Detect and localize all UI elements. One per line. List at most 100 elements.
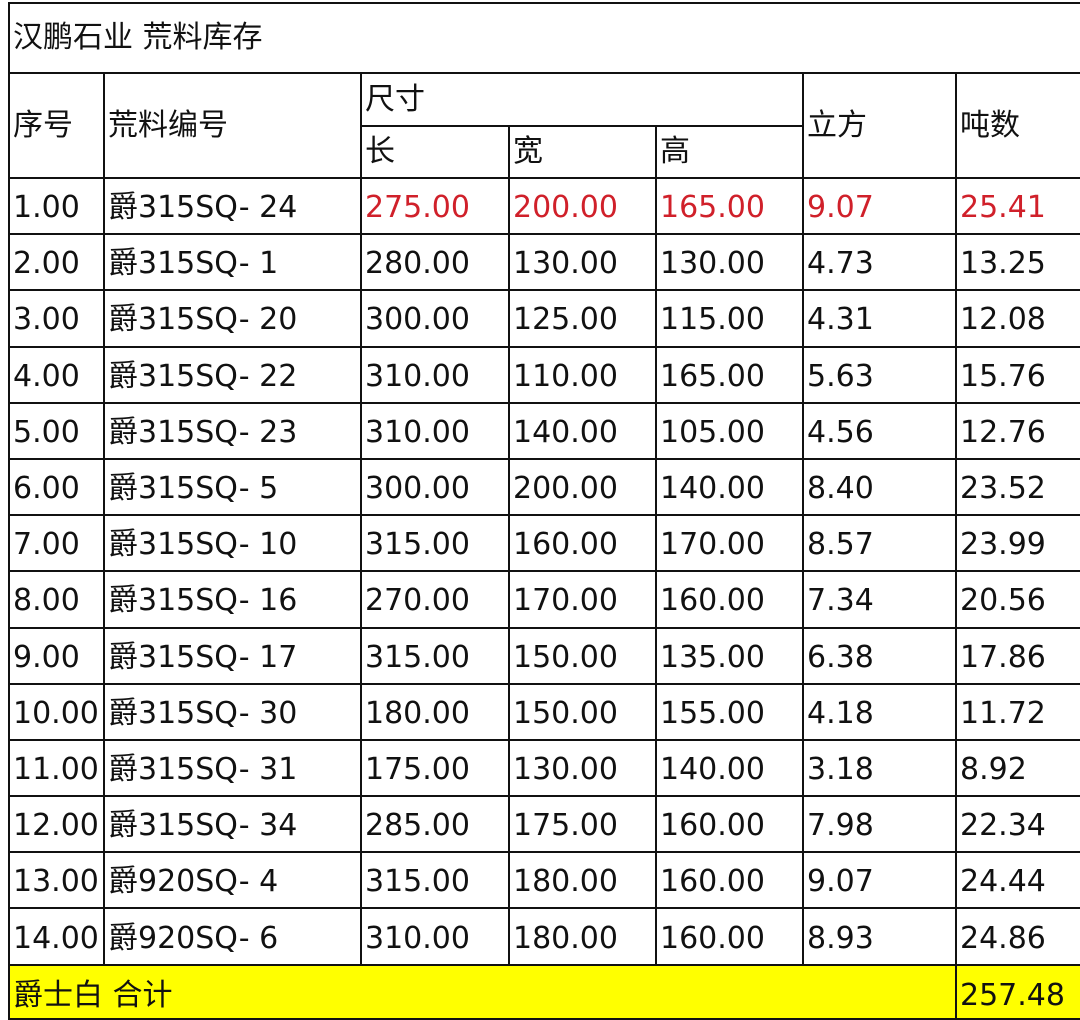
cell-height[interactable]: 140.00	[655, 738, 804, 798]
cell-volume[interactable]: 8.57	[802, 514, 957, 573]
cell-volume[interactable]: 4.56	[802, 401, 957, 460]
cell-width[interactable]: 150.00	[508, 682, 657, 741]
cell-index[interactable]: 1.00	[8, 176, 105, 236]
header-length[interactable]: 长	[360, 125, 510, 179]
cell-tons[interactable]: 23.52	[954, 457, 1080, 517]
cell-volume[interactable]: 4.73	[802, 233, 957, 292]
cell-height[interactable]: 140.00	[655, 457, 804, 517]
cell-index[interactable]: 2.00	[8, 233, 105, 292]
cell-block-id[interactable]: 爵315SQ- 5	[103, 457, 362, 517]
cell-index[interactable]: 6.00	[8, 457, 105, 517]
cell-index[interactable]: 12.00	[8, 795, 105, 854]
cell-height[interactable]: 115.00	[655, 289, 804, 348]
cell-length[interactable]: 175.00	[360, 738, 510, 798]
cell-tons[interactable]: 13.25	[954, 233, 1080, 292]
cell-tons[interactable]: 17.86	[954, 626, 1080, 685]
cell-tons[interactable]: 15.76	[954, 345, 1080, 404]
cell-tons[interactable]: 8.92	[954, 738, 1080, 798]
cell-height[interactable]: 160.00	[655, 851, 804, 910]
cell-height[interactable]: 160.00	[655, 795, 804, 854]
cell-height[interactable]: 165.00	[655, 176, 804, 236]
cell-block-id[interactable]: 爵315SQ- 17	[103, 626, 362, 685]
cell-tons[interactable]: 11.72	[954, 682, 1080, 741]
cell-tons[interactable]: 25.41	[954, 176, 1080, 236]
cell-width[interactable]: 200.00	[508, 457, 657, 517]
cell-block-id[interactable]: 爵315SQ- 20	[103, 289, 362, 348]
cell-volume[interactable]: 7.98	[802, 795, 957, 854]
cell-height[interactable]: 135.00	[655, 626, 804, 685]
cell-volume[interactable]: 7.34	[802, 570, 957, 629]
cell-index[interactable]: 14.00	[8, 907, 105, 966]
cell-width[interactable]: 130.00	[508, 233, 657, 292]
cell-width[interactable]: 175.00	[508, 795, 657, 854]
header-index[interactable]: 序号	[8, 72, 105, 179]
cell-length[interactable]: 315.00	[360, 514, 510, 573]
header-height[interactable]: 高	[655, 125, 804, 179]
cell-volume[interactable]: 8.93	[802, 907, 957, 966]
cell-width[interactable]: 150.00	[508, 626, 657, 685]
cell-tons[interactable]: 12.76	[954, 401, 1080, 460]
cell-volume[interactable]: 5.63	[802, 345, 957, 404]
cell-length[interactable]: 270.00	[360, 570, 510, 629]
cell-height[interactable]: 105.00	[655, 401, 804, 460]
cell-length[interactable]: 315.00	[360, 626, 510, 685]
cell-index[interactable]: 8.00	[8, 570, 105, 629]
cell-tons[interactable]: 12.08	[954, 289, 1080, 348]
cell-width[interactable]: 170.00	[508, 570, 657, 629]
cell-tons[interactable]: 22.34	[954, 795, 1080, 854]
cell-index[interactable]: 10.00	[8, 682, 105, 741]
cell-index[interactable]: 9.00	[8, 626, 105, 685]
sheet-title[interactable]: 汉鹏石业 荒料库存	[7, 2, 1080, 74]
cell-block-id[interactable]: 爵315SQ- 30	[103, 682, 362, 741]
cell-width[interactable]: 180.00	[508, 851, 657, 910]
cell-length[interactable]: 310.00	[360, 907, 510, 966]
cell-width[interactable]: 125.00	[508, 289, 657, 348]
cell-block-id[interactable]: 爵920SQ- 6	[103, 907, 362, 966]
cell-volume[interactable]: 9.07	[802, 176, 957, 236]
cell-volume[interactable]: 9.07	[802, 851, 957, 910]
cell-height[interactable]: 160.00	[655, 907, 804, 966]
cell-index[interactable]: 5.00	[8, 401, 105, 460]
total-label[interactable]: 爵士白 合计	[8, 963, 957, 1020]
cell-tons[interactable]: 24.44	[954, 851, 1080, 910]
cell-height[interactable]: 155.00	[655, 682, 804, 741]
cell-index[interactable]: 13.00	[8, 851, 105, 910]
header-size[interactable]: 尺寸	[360, 72, 804, 127]
cell-volume[interactable]: 8.40	[802, 457, 957, 517]
cell-volume[interactable]: 6.38	[802, 626, 957, 685]
cell-block-id[interactable]: 爵315SQ- 16	[103, 570, 362, 629]
cell-block-id[interactable]: 爵315SQ- 31	[103, 738, 362, 798]
cell-length[interactable]: 310.00	[360, 345, 510, 404]
cell-length[interactable]: 310.00	[360, 401, 510, 460]
cell-length[interactable]: 275.00	[360, 176, 510, 236]
cell-tons[interactable]: 24.86	[954, 907, 1080, 966]
cell-length[interactable]: 285.00	[360, 795, 510, 854]
cell-width[interactable]: 110.00	[508, 345, 657, 404]
cell-width[interactable]: 140.00	[508, 401, 657, 460]
cell-height[interactable]: 160.00	[655, 570, 804, 629]
cell-block-id[interactable]: 爵315SQ- 34	[103, 795, 362, 854]
cell-height[interactable]: 165.00	[655, 345, 804, 404]
header-tons[interactable]: 吨数	[954, 72, 1080, 179]
cell-volume[interactable]: 4.31	[802, 289, 957, 348]
cell-block-id[interactable]: 爵315SQ- 24	[103, 176, 362, 236]
cell-tons[interactable]: 23.99	[954, 514, 1080, 573]
cell-length[interactable]: 180.00	[360, 682, 510, 741]
header-volume[interactable]: 立方	[802, 72, 957, 179]
cell-block-id[interactable]: 爵315SQ- 10	[103, 514, 362, 573]
cell-tons[interactable]: 20.56	[954, 570, 1080, 629]
cell-height[interactable]: 170.00	[655, 514, 804, 573]
header-block-id[interactable]: 荒料编号	[103, 72, 362, 179]
cell-width[interactable]: 200.00	[508, 176, 657, 236]
cell-index[interactable]: 7.00	[8, 514, 105, 573]
cell-index[interactable]: 4.00	[8, 345, 105, 404]
cell-block-id[interactable]: 爵315SQ- 22	[103, 345, 362, 404]
cell-block-id[interactable]: 爵315SQ- 1	[103, 233, 362, 292]
cell-length[interactable]: 300.00	[360, 457, 510, 517]
cell-height[interactable]: 130.00	[655, 233, 804, 292]
cell-volume[interactable]: 4.18	[802, 682, 957, 741]
cell-width[interactable]: 180.00	[508, 907, 657, 966]
cell-index[interactable]: 11.00	[8, 738, 105, 798]
cell-block-id[interactable]: 爵315SQ- 23	[103, 401, 362, 460]
cell-width[interactable]: 130.00	[508, 738, 657, 798]
